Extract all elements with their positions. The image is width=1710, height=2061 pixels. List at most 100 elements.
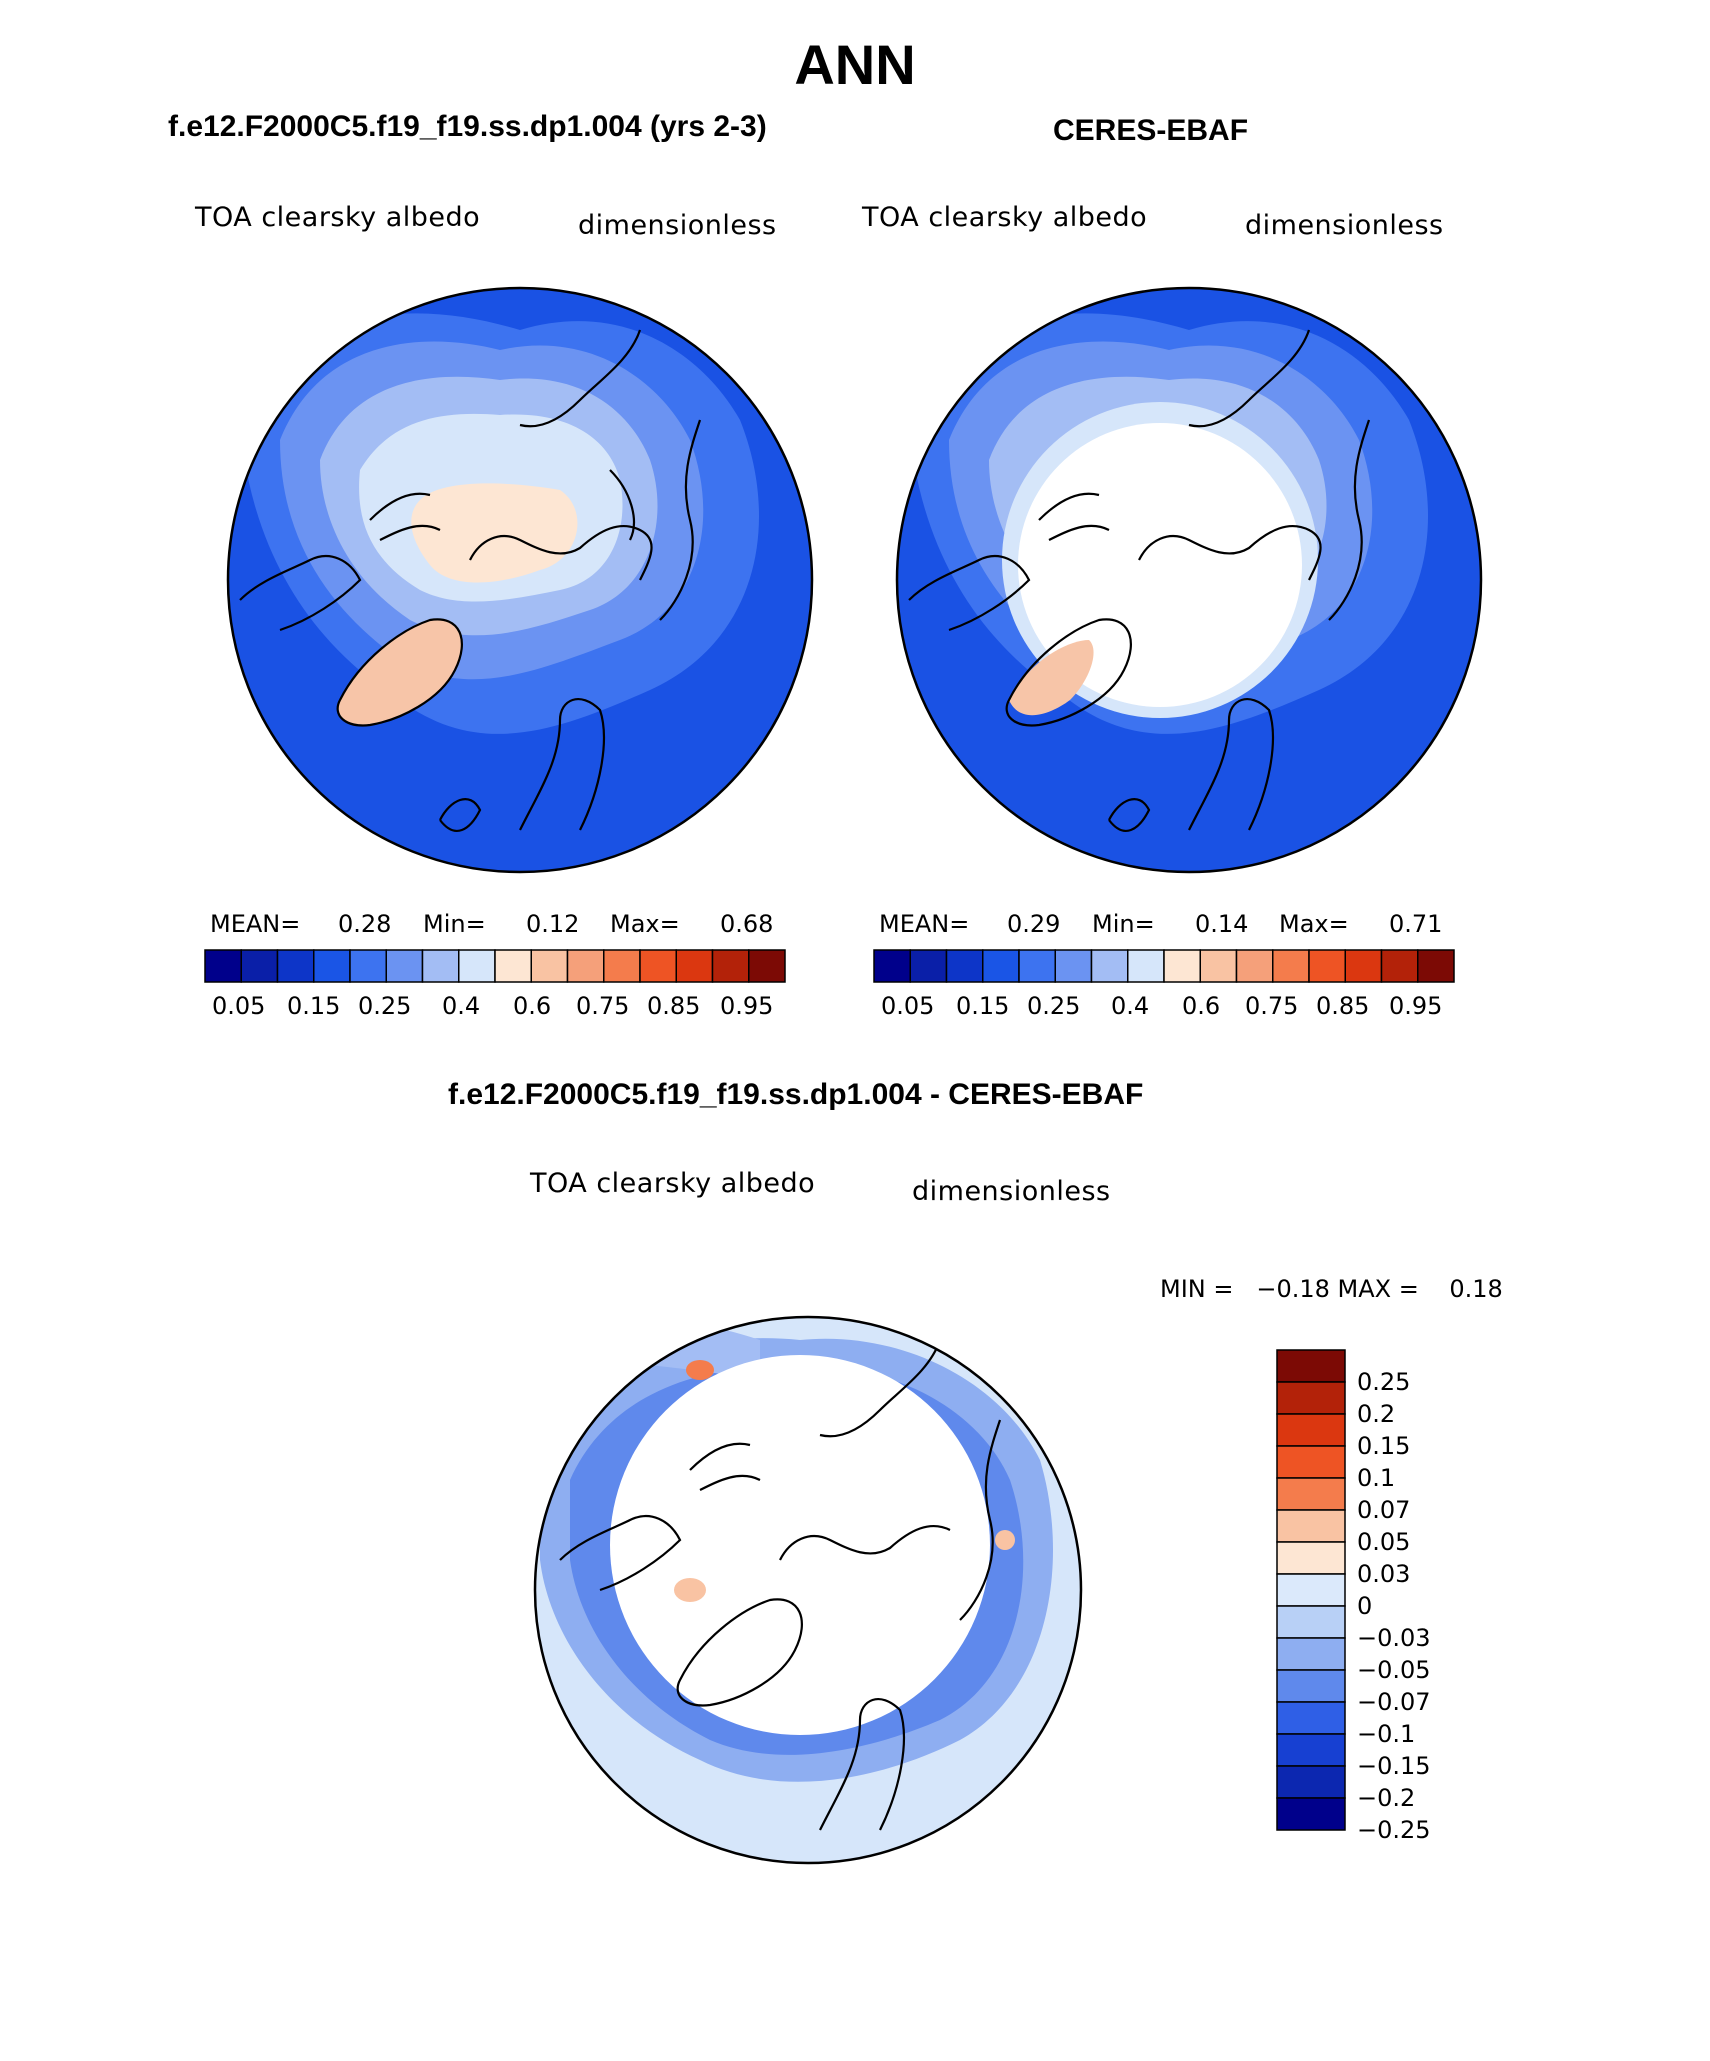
panel-1-colorbar-swatch	[675, 949, 714, 983]
panel-1-mean-label: MEAN=	[210, 910, 301, 938]
difference-colorbar-label: 0.05	[1357, 1528, 1411, 1556]
panel-2-colorbar-swatch	[1054, 949, 1093, 983]
panel-2-cbar-label: 0.4	[1111, 992, 1150, 1020]
difference-colorbar-label: 0.03	[1357, 1560, 1411, 1588]
figure-title: ANN	[794, 33, 916, 96]
difference-colorbar-swatch	[1276, 1573, 1346, 1607]
difference-colorbar-label: −0.1	[1357, 1720, 1416, 1748]
panel-2-colorbar-swatch	[1018, 949, 1056, 983]
panel-2-cbar-label: 0.15	[956, 992, 1010, 1020]
panel-1-case-title: f.e12.F2000C5.f19_f19.ss.dp1.004 (yrs 2-…	[168, 110, 767, 143]
difference-colorbar-label: 0.07	[1357, 1496, 1411, 1524]
difference-colorbar-label: −0.2	[1357, 1784, 1416, 1812]
difference-units-label: dimensionless	[912, 1176, 1111, 1207]
panel-2-colorbar	[873, 949, 1455, 983]
panel-2-colorbar-swatch	[1127, 949, 1165, 983]
difference-colorbar-label: 0.2	[1357, 1400, 1396, 1428]
panel-2-variable-label: TOA clearsky albedo	[862, 202, 1148, 233]
panel-2-cbar-label: 0.05	[881, 992, 935, 1020]
difference-map	[535, 1317, 1081, 1863]
panel-2-colorbar-swatch	[1417, 949, 1455, 983]
panel-2-case-title: CERES-EBAF	[1053, 114, 1249, 147]
panel-1-max-value: 0.68	[720, 910, 774, 938]
panel-2-min-label: Min=	[1092, 910, 1155, 938]
panel-1-cbar-label: 0.75	[576, 992, 630, 1020]
panel-1-colorbar-swatch	[639, 949, 677, 983]
difference-colorbar-swatch	[1276, 1765, 1346, 1799]
difference-colorbar-swatch	[1276, 1445, 1346, 1479]
difference-colorbar-label: −0.05	[1357, 1656, 1431, 1684]
panel-1-mean-value: 0.28	[338, 910, 392, 938]
panel-1-colorbar-swatch	[458, 949, 496, 983]
difference-colorbar-swatch	[1276, 1637, 1346, 1671]
difference-colorbar-swatch	[1276, 1477, 1346, 1511]
difference-colorbar-label: −0.03	[1357, 1624, 1431, 1652]
difference-colorbar-swatch	[1276, 1669, 1346, 1703]
panel-1-colorbar-swatch	[385, 949, 424, 983]
panel-2-colorbar-swatch	[1090, 949, 1129, 983]
difference-colorbar-swatch	[1276, 1797, 1346, 1831]
panel-2-colorbar-swatch	[1308, 949, 1346, 983]
panel-1-colorbar-swatch	[566, 949, 605, 983]
panel-2-map-border	[895, 286, 1483, 874]
panel-2-colorbar-swatch	[1272, 949, 1310, 983]
panel-2-colorbar-swatch	[1380, 949, 1419, 983]
panel-2-colorbar-swatch	[945, 949, 984, 983]
panel-1-colorbar-swatch	[711, 949, 750, 983]
panel-2-colorbar-swatch	[1163, 949, 1201, 983]
panel-1-colorbar-swatch	[530, 949, 569, 983]
panel-2-units-label: dimensionless	[1245, 210, 1444, 241]
panel-2-colorbar-swatch	[909, 949, 948, 983]
difference-colorbar-swatch	[1276, 1413, 1346, 1447]
panel-1-max-label: Max=	[610, 910, 680, 938]
difference-title: f.e12.F2000C5.f19_f19.ss.dp1.004 - CERES…	[448, 1078, 1144, 1111]
panel-1-colorbar-swatch	[603, 949, 641, 983]
panel-1-cbar-label: 0.05	[212, 992, 266, 1020]
panel-1-colorbar-swatch	[421, 949, 460, 983]
panel-2-mean-label: MEAN=	[879, 910, 970, 938]
panel-1-cbar-label: 0.4	[442, 992, 481, 1020]
panel-1-map-border	[226, 286, 814, 874]
panel-1-colorbar-swatch	[494, 949, 532, 983]
difference-colorbar-label: −0.25	[1357, 1816, 1431, 1844]
difference-colorbar-swatch	[1276, 1381, 1346, 1415]
panel-1-variable-label: TOA clearsky albedo	[195, 202, 481, 233]
panel-1-colorbar-swatch	[748, 949, 786, 983]
difference-colorbar-swatch	[1276, 1349, 1346, 1383]
difference-colorbar-swatch	[1276, 1733, 1346, 1767]
panel-2-map	[897, 288, 1481, 872]
panel-2-cbar-label: 0.25	[1027, 992, 1081, 1020]
panel-2-min-value: 0.14	[1195, 910, 1249, 938]
difference-colorbar-label: 0.25	[1357, 1368, 1411, 1396]
panel-1-colorbar-swatch	[349, 949, 387, 983]
panel-2-colorbar-swatch	[873, 949, 911, 983]
difference-colorbar-label: −0.07	[1357, 1688, 1431, 1716]
panel-1-units-label: dimensionless	[578, 210, 777, 241]
panel-1-colorbar-swatch	[240, 949, 279, 983]
panel-1-cbar-label: 0.15	[287, 992, 341, 1020]
difference-colorbar-label: 0.15	[1357, 1432, 1411, 1460]
panel-2-cbar-label: 0.75	[1245, 992, 1299, 1020]
panel-2-cbar-label: 0.85	[1316, 992, 1370, 1020]
panel-1-cbar-label: 0.6	[513, 992, 552, 1020]
difference-colorbar-swatch	[1276, 1541, 1346, 1575]
difference-colorbar-swatch	[1276, 1605, 1346, 1639]
panel-2-max-label: Max=	[1279, 910, 1349, 938]
difference-variable-label: TOA clearsky albedo	[530, 1168, 816, 1199]
panel-2-max-value: 0.71	[1389, 910, 1443, 938]
panel-1-cbar-label: 0.25	[358, 992, 412, 1020]
difference-colorbar-label: 0	[1357, 1592, 1373, 1620]
panel-2-colorbar-swatch	[1235, 949, 1274, 983]
panel-2-cbar-label: 0.6	[1182, 992, 1221, 1020]
difference-map-border	[533, 1315, 1083, 1865]
difference-colorbar	[1276, 1349, 1346, 1831]
difference-colorbar-label: 0.1	[1357, 1464, 1396, 1492]
panel-1-colorbar	[204, 949, 786, 983]
panel-1-map	[228, 288, 812, 872]
panel-1-min-label: Min=	[423, 910, 486, 938]
panel-2-mean-value: 0.29	[1007, 910, 1061, 938]
panel-2-colorbar-swatch	[982, 949, 1020, 983]
panel-2-colorbar-swatch	[1199, 949, 1238, 983]
panel-2-cbar-label: 0.95	[1389, 992, 1443, 1020]
